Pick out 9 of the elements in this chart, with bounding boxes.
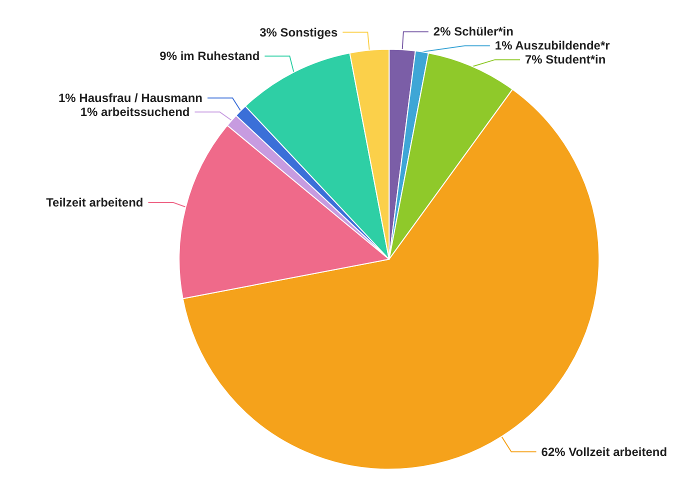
slice-label: 1% Hausfrau / Hausmann (58, 91, 203, 106)
slice-label: 1% Auszubildende*r (494, 38, 610, 53)
slice-label: 3% Sonstiges (260, 25, 338, 40)
slice-label: Teilzeit arbeitend (46, 196, 144, 210)
slice-label: 2% Schüler*in (433, 24, 514, 39)
slice-label: 62% Vollzeit arbeitend (541, 444, 668, 459)
slice-label: 7% Student*in (524, 52, 606, 67)
slice-label: 1% arbeitssuchend (80, 105, 190, 120)
slice-label: 9% im Ruhestand (160, 49, 260, 64)
